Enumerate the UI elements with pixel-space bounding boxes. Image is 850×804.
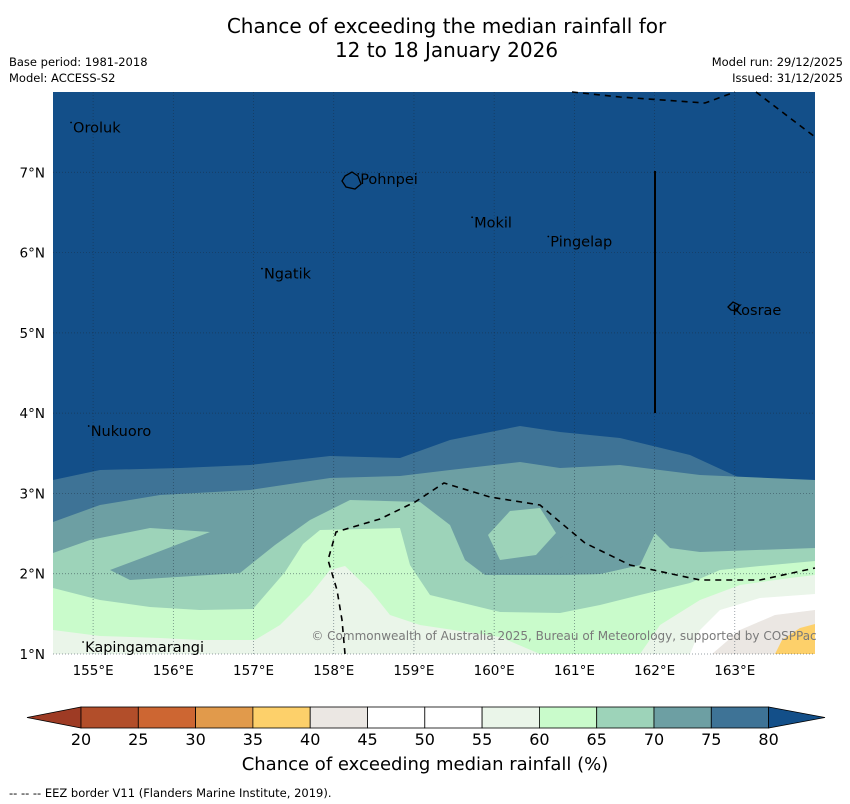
eez-border-northeast: [755, 91, 816, 138]
colorbar-segment: [80, 706, 139, 729]
island-marker: [471, 216, 474, 219]
contour-layer: [53, 92, 815, 654]
colorbar-tick-label: 20: [71, 730, 91, 749]
colorbar-tick-label: 50: [415, 730, 435, 749]
title-line-2: 12 to 18 January 2026: [334, 38, 559, 62]
lat-tick-label: 1°N: [20, 647, 45, 663]
colorbar-tick-label: 75: [701, 730, 721, 749]
colorbar-segment: [137, 706, 197, 729]
island-marker: [547, 235, 550, 238]
colorbar-tick-label: 45: [357, 730, 377, 749]
colorbar-under-arrow: [26, 706, 82, 729]
colorbar-tick-label: 55: [472, 730, 492, 749]
place-labels: Oroluk Pohnpei Mokil Pingelap Ngatik Kosrae Nu…: [70, 121, 781, 656]
place-label-pohnpei: Pohnpei: [360, 172, 418, 188]
colorbar-segment: [252, 706, 311, 729]
colorbar-segment: [424, 706, 483, 729]
eez-legend-footer: -- -- -- EEZ border V11 (Flanders Marine…: [9, 786, 332, 800]
lon-tick-label: 155°E: [73, 663, 114, 679]
meta-left: Base period: 1981-2018 Model: ACCESS-S2: [9, 54, 148, 86]
lon-tick-label: 159°E: [393, 663, 434, 679]
place-label-mokil: Mokil: [474, 215, 512, 231]
colorbar-segment: [710, 706, 769, 729]
model-run: Model run: 29/12/2025: [711, 55, 843, 69]
title-line-1: Chance of exceeding the median rainfall …: [226, 14, 667, 38]
island-marker: [82, 641, 84, 643]
colorbar-tick-label: 60: [529, 730, 549, 749]
lon-tick-label: 161°E: [554, 663, 595, 679]
model-name: Model: ACCESS-S2: [9, 71, 116, 85]
colorbar-tick-label: 25: [128, 730, 148, 749]
colorbar-over-arrow: [768, 706, 826, 729]
lon-tick-label: 158°E: [313, 663, 354, 679]
place-label-kapingamarangi: Kapingamarangi: [85, 640, 204, 656]
island-marker: [357, 173, 360, 175]
lon-tick-label: 162°E: [634, 663, 675, 679]
colorbar-segment: [539, 706, 598, 729]
island-marker: [87, 425, 90, 427]
issued-date: Issued: 31/12/2025: [732, 71, 843, 85]
graticule: [53, 92, 815, 655]
place-label-ngatik: Ngatik: [264, 267, 312, 283]
lat-tick-label: 4°N: [20, 406, 45, 422]
pohnpei-outline: [341, 171, 362, 190]
colorbar-tick-label: 40: [300, 730, 320, 749]
colorbar-label: Chance of exceeding median rainfall (%): [241, 754, 609, 775]
colorbar-segment: [653, 706, 712, 729]
lon-tick-label: 157°E: [233, 663, 274, 679]
eez-border-south: [327, 482, 816, 655]
colorbar-tick-label: 65: [587, 730, 607, 749]
contour-60-region: [53, 528, 815, 654]
meta-right: Model run: 29/12/2025 Issued: 31/12/2025: [712, 54, 843, 86]
place-label-nukuoro: Nukuoro: [91, 424, 152, 440]
lon-tick-label: 156°E: [153, 663, 194, 679]
colorbar-tick-label: 35: [243, 730, 263, 749]
lon-tick-label: 160°E: [474, 663, 515, 679]
place-label-pingelap: Pingelap: [550, 235, 612, 251]
map-title: Chance of exceeding the median rainfall …: [0, 14, 850, 62]
contour-65-island: [488, 508, 556, 560]
contour-35-region: [775, 624, 815, 654]
colorbar-segment: [367, 706, 426, 729]
copyright-text: © Commonwealth of Australia 2025, Bureau…: [311, 629, 816, 643]
colorbar-segment: [309, 706, 368, 729]
lat-tick-label: 7°N: [20, 165, 45, 181]
colorbar-segment: [596, 706, 655, 729]
island-marker: [261, 267, 263, 270]
lat-tick-label: 3°N: [20, 486, 45, 502]
lon-tick-label: 163°E: [714, 663, 755, 679]
colorbar-segment: [195, 706, 254, 729]
colorbar-tick-label: 70: [644, 730, 664, 749]
place-label-kosrae: Kosrae: [732, 303, 781, 319]
base-period: Base period: 1981-2018: [9, 55, 148, 69]
place-label-oroluk: Oroluk: [73, 121, 121, 137]
colorbar-tick-label: 30: [185, 730, 205, 749]
kosrae-outline: [727, 301, 740, 312]
colorbar-tick-label: 80: [758, 730, 778, 749]
lat-tick-label: 6°N: [20, 246, 45, 262]
longitude-ticks: 155°E 156°E 157°E 158°E 159°E 160°E 161°E 162°E…: [73, 663, 756, 679]
colorbar-segment: [481, 706, 540, 729]
island-outlines: [341, 171, 740, 312]
contour-55-region: [53, 566, 540, 654]
latitude-ticks: 7°N 6°N 5°N 4°N 3°N 2°N 1°N: [20, 165, 45, 663]
island-marker: [70, 121, 72, 124]
lat-tick-label: 2°N: [20, 567, 45, 583]
eez-borders: [327, 91, 816, 655]
colorbar: 20 25 30 35 40 45 50 55 60 65 70 75 80: [26, 706, 826, 749]
island-marker: [729, 303, 732, 306]
eez-border-north: [571, 91, 736, 104]
lat-tick-label: 5°N: [20, 326, 45, 342]
